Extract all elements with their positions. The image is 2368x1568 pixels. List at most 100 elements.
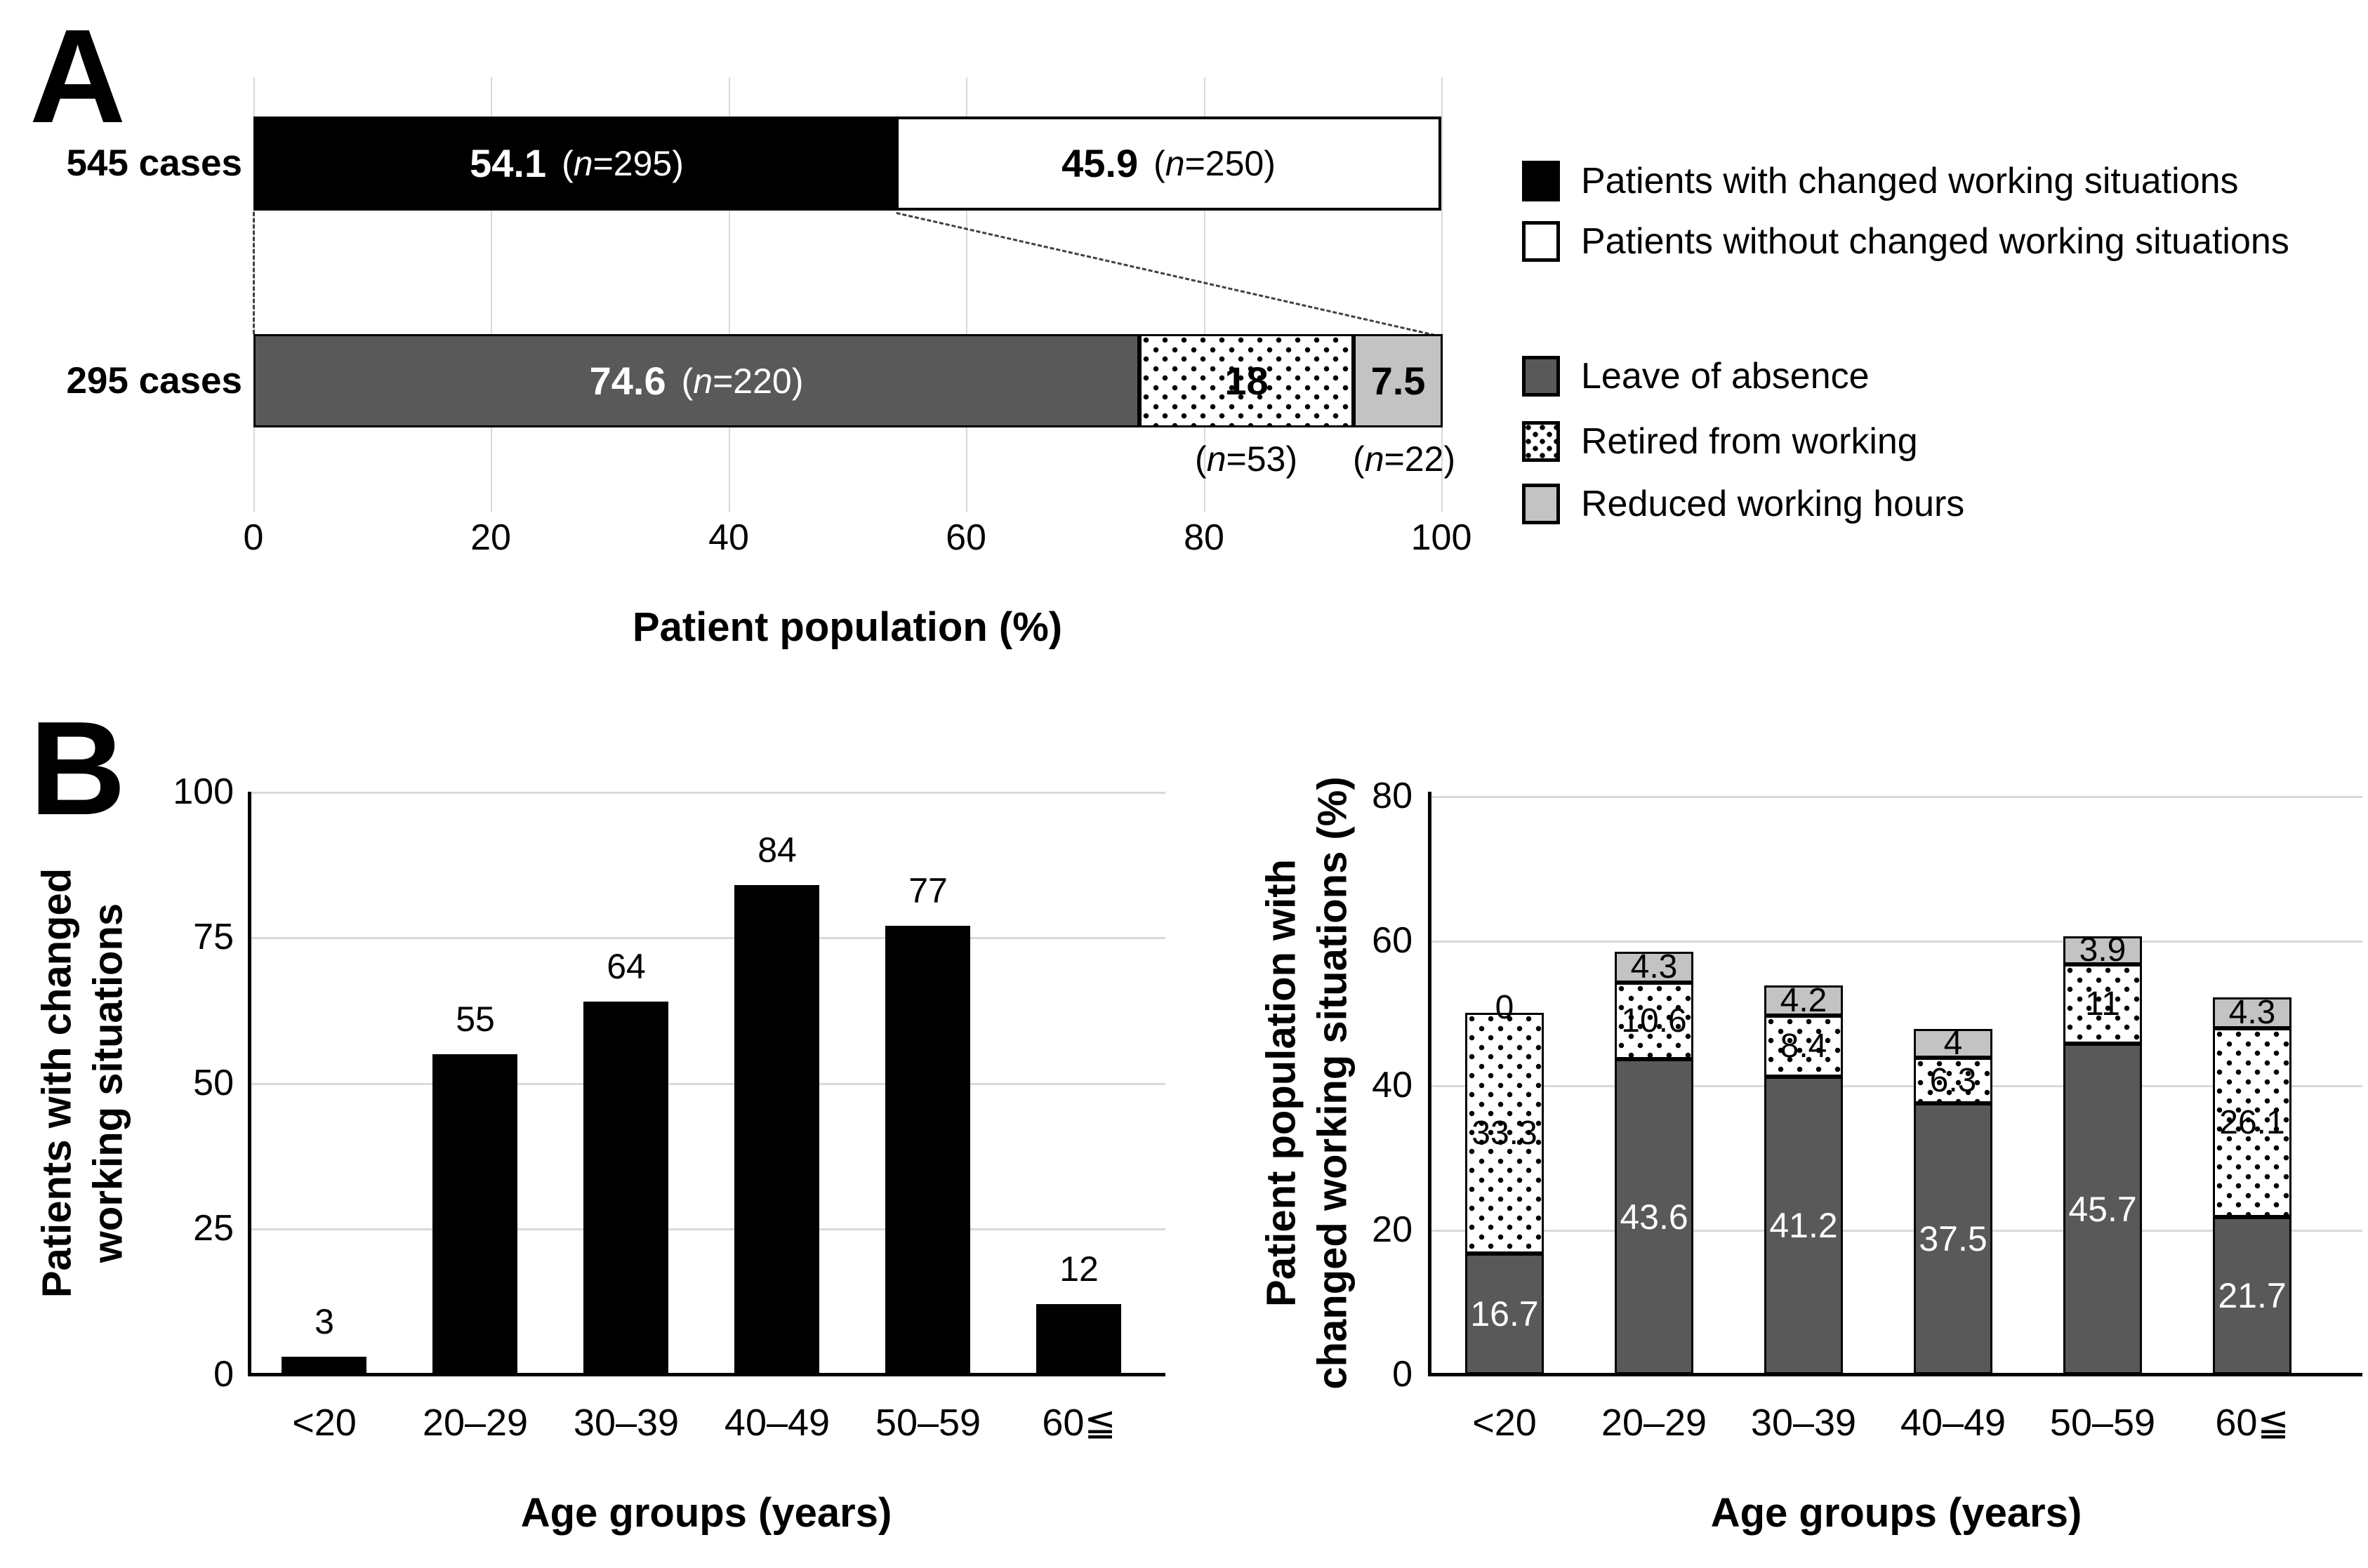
segment-changed: 54.1 (n=295) [253,117,896,211]
legend-label: Patients with changed working situations [1581,161,2239,201]
stack-under20-leave [1465,1254,1544,1374]
x-category: 40–49 [1900,1402,2006,1444]
gridline [491,77,492,512]
stack-40-49-retired [1914,1058,1992,1103]
gridline [251,1083,1165,1085]
n-count-retired: (n =53) [1195,439,1297,479]
stack-under20-retired [1465,1013,1544,1254]
legend-item-not-changed: Patients without changed working situati… [1522,213,2289,270]
segment-leave-of-absence: 74.6 (n=220) [253,334,1139,427]
x-category: 20–29 [1601,1402,1707,1444]
legend-item-leave-of-absence: Leave of absence [1522,348,1870,404]
stack-30-39-reduced [1764,985,1843,1016]
b-right-x-axis-title: Age groups (years) [1710,1489,2082,1536]
stack-value: 4.3 [2228,994,2276,1031]
stack-value: 41.2 [1769,1206,1838,1245]
legend-item-retired: Retired from working [1522,413,1918,470]
segment-reduced-hours: 7.5 [1354,334,1443,427]
stack-value: 4.3 [1630,948,1678,985]
b-right-y-axis-line [1428,792,1431,1376]
stack-value: 37.5 [1919,1219,1987,1258]
stack-value: 6.3 [1929,1061,1977,1099]
segment-n-count: (n=295) [562,144,684,183]
stack-value: 21.7 [2218,1276,2287,1315]
y-tick: 80 [1372,776,1413,816]
x-tick: 100 [1410,517,1472,558]
stack-20-29-reduced [1615,952,1693,983]
x-category: 60≦ [2215,1402,2289,1444]
legend-label: Retired from working [1581,421,1918,462]
stack-value: 16.7 [1470,1294,1539,1334]
bar-50-59 [885,926,970,1374]
x-tick: 20 [470,517,511,558]
panel-a-x-axis-title: Patient population (%) [632,604,1063,650]
row-label-545-cases: 545 cases [66,142,242,184]
stack-30-39-leave [1764,1077,1843,1374]
stack-50-59-reduced [2063,936,2142,964]
stack-value: 10.6 [1621,1002,1687,1039]
segment-n-count: (n=220) [681,361,804,401]
x-category: 20–29 [422,1402,529,1444]
y-tick: 25 [193,1208,234,1249]
dashed-connector-left [253,212,255,334]
legend-swatch-dark-gray [1522,356,1560,397]
legend-swatch-black [1522,161,1560,201]
b-right-x-axis-line [1428,1373,2362,1376]
x-tick: 80 [1184,517,1224,558]
bar-value: 12 [1059,1249,1099,1289]
b-left-y-axis-line [248,792,251,1376]
stack-40-49-reduced [1914,1029,1992,1058]
segment-value: 54.1 [470,141,547,185]
stack-20-29-retired [1615,983,1693,1059]
gridline [251,937,1165,939]
bar-30-39 [583,1002,668,1374]
segment-n-count: (n=250) [1153,144,1276,183]
segment-value: 45.9 [1061,141,1139,185]
b-right-y-axis-title: Patient population with changed working … [1258,776,1356,1390]
y-tick: 100 [173,771,234,812]
segment-value: 7.5 [1370,358,1426,403]
stack-50-59-retired [2063,964,2142,1044]
stack-value: 26.1 [2219,1103,2285,1141]
stack-value: 33.3 [1471,1114,1537,1152]
stack-value: 3.9 [2079,931,2126,969]
stack-60plus-reduced [2213,997,2291,1028]
x-category: 30–39 [1750,1402,1857,1444]
x-category: <20 [292,1402,357,1444]
legend-item-changed: Patients with changed working situations [1522,153,2239,209]
x-category: 50–59 [2049,1402,2156,1444]
y-tick: 75 [193,917,234,957]
b-left-y-axis-title: Patients with changed working situations [34,868,131,1298]
stack-value: 0 [1495,989,1514,1026]
segment-retired: 18 [1139,334,1354,427]
y-tick: 0 [1392,1354,1413,1395]
bar-545-cases: 54.1 (n=295) 45.9 (n=250) [253,117,1441,211]
stack-value: 4 [1943,1024,1963,1062]
y-tick: 0 [213,1354,234,1395]
gridline [1431,1230,2362,1232]
dashed-connector-right [896,212,1442,338]
stack-60plus-leave [2213,1217,2291,1374]
x-category: <20 [1472,1402,1537,1444]
gridline [966,77,967,512]
x-tick: 40 [708,517,749,558]
row-label-295-cases: 295 cases [66,359,242,401]
x-tick: 60 [946,517,986,558]
bar-under20 [282,1357,366,1374]
x-tick: 0 [243,517,264,558]
bar-value: 55 [456,999,495,1039]
legend-item-reduced-hours: Reduced working hours [1522,476,1964,532]
gridline [1204,77,1205,512]
stack-40-49-leave [1914,1103,1992,1374]
stack-value: 4.2 [1780,981,1827,1019]
panel-a-letter: A [29,2,126,151]
b-left-x-axis-line [248,1373,1165,1376]
bar-60plus [1036,1304,1121,1374]
y-tick: 50 [193,1063,234,1103]
segment-not-changed: 45.9 (n=250) [896,117,1441,211]
legend-label: Patients without changed working situati… [1581,221,2289,262]
legend-swatch-light-gray [1522,484,1560,524]
legend-swatch-dotted [1522,421,1560,462]
legend-label: Leave of absence [1581,356,1870,397]
